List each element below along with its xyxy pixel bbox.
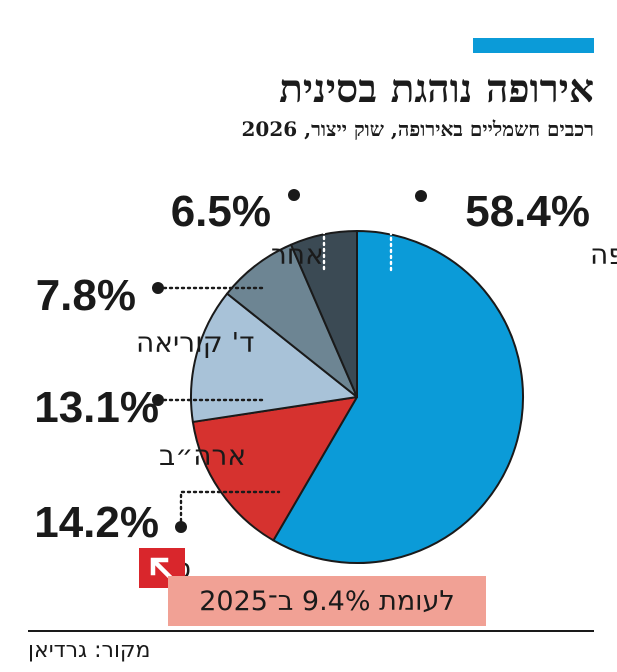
chart-subtitle: רכבים חשמליים באירופה, שוק ייצור, 2026 xyxy=(241,117,595,141)
value-label-europe: 58.4% xyxy=(465,187,590,236)
value-label-usa: 13.1% xyxy=(34,383,159,432)
leader-line-china xyxy=(179,490,281,529)
leader-dot-china xyxy=(175,521,187,533)
source-note: מקור: גרדיאן xyxy=(28,638,151,663)
chart-title: אירופה נוהגת בסינית xyxy=(279,66,594,112)
leader-dot-other xyxy=(288,189,300,201)
pie-slice-other xyxy=(290,230,358,398)
category-label-europe: אירופה xyxy=(590,238,617,271)
leader-line-other xyxy=(292,193,326,274)
change-callout: לעומת 9.4% ב־2025 xyxy=(168,576,486,626)
category-label-usa: ארה״ב xyxy=(159,439,246,472)
pie-slice-china xyxy=(191,396,358,542)
leader-dot-usa xyxy=(152,394,164,406)
leader-dot-south-korea xyxy=(152,282,164,294)
leader-line-europe xyxy=(389,194,423,274)
value-label-other: 6.5% xyxy=(171,187,271,236)
pie-slice-usa xyxy=(190,292,358,423)
category-label-other: אחר xyxy=(271,238,324,271)
value-label-south-korea: 7.8% xyxy=(36,271,136,320)
category-label-south-korea: ד' קוריאה xyxy=(136,326,254,359)
footer-divider xyxy=(28,630,594,632)
value-label-china: 14.2% xyxy=(34,498,159,547)
accent-bar xyxy=(473,38,594,53)
leader-dot-europe xyxy=(415,190,427,202)
pie-slice-europe xyxy=(272,230,524,564)
